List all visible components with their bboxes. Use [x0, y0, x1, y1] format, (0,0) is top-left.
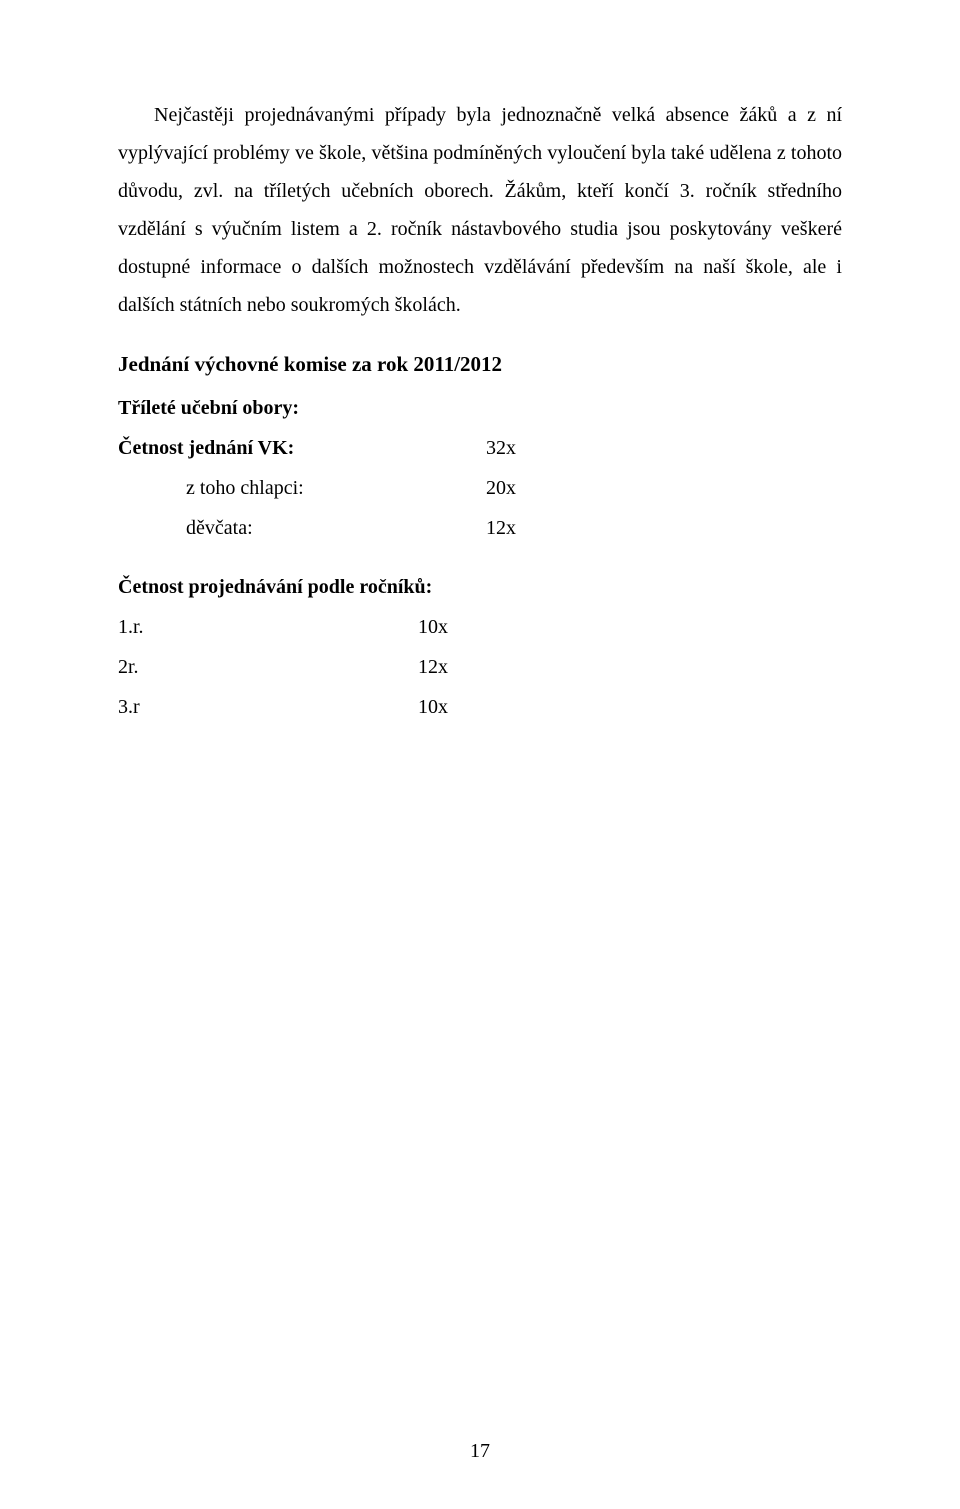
table-row: Četnost jednání VK: 32x [118, 428, 566, 468]
table-row: 1.r. 10x [118, 607, 498, 647]
section-heading: Jednání výchovné komise za rok 2011/2012 [118, 352, 842, 377]
row-value: 10x [378, 687, 498, 727]
table-rocniky: 1.r. 10x 2r. 12x 3.r 10x [118, 607, 498, 727]
row-label: 3.r [118, 687, 378, 727]
row-label: 2r. [118, 647, 378, 687]
row-label: děvčata: [118, 508, 446, 548]
row-value: 10x [378, 607, 498, 647]
page-number: 17 [0, 1440, 960, 1463]
row-label: z toho chlapci: [118, 468, 446, 508]
intro-paragraph: Nejčastěji projednávanými případy byla j… [118, 96, 842, 324]
row-label: 1.r. [118, 607, 378, 647]
table-cetnost-jednani: Četnost jednání VK: 32x z toho chlapci: … [118, 428, 566, 548]
row-value: 12x [446, 508, 566, 548]
table-row: 2r. 12x [118, 647, 498, 687]
row-label: Četnost jednání VK: [118, 428, 446, 468]
row-value: 12x [378, 647, 498, 687]
table-row: 3.r 10x [118, 687, 498, 727]
page: Nejčastěji projednávanými případy byla j… [0, 0, 960, 1509]
row-value: 32x [446, 428, 566, 468]
row-value: 20x [446, 468, 566, 508]
table-row: děvčata: 12x [118, 508, 566, 548]
table-row: z toho chlapci: 20x [118, 468, 566, 508]
subheading-rocniky: Četnost projednávání podle ročníků: [118, 576, 842, 599]
subheading-trilete: Tříleté učební obory: [118, 397, 842, 420]
